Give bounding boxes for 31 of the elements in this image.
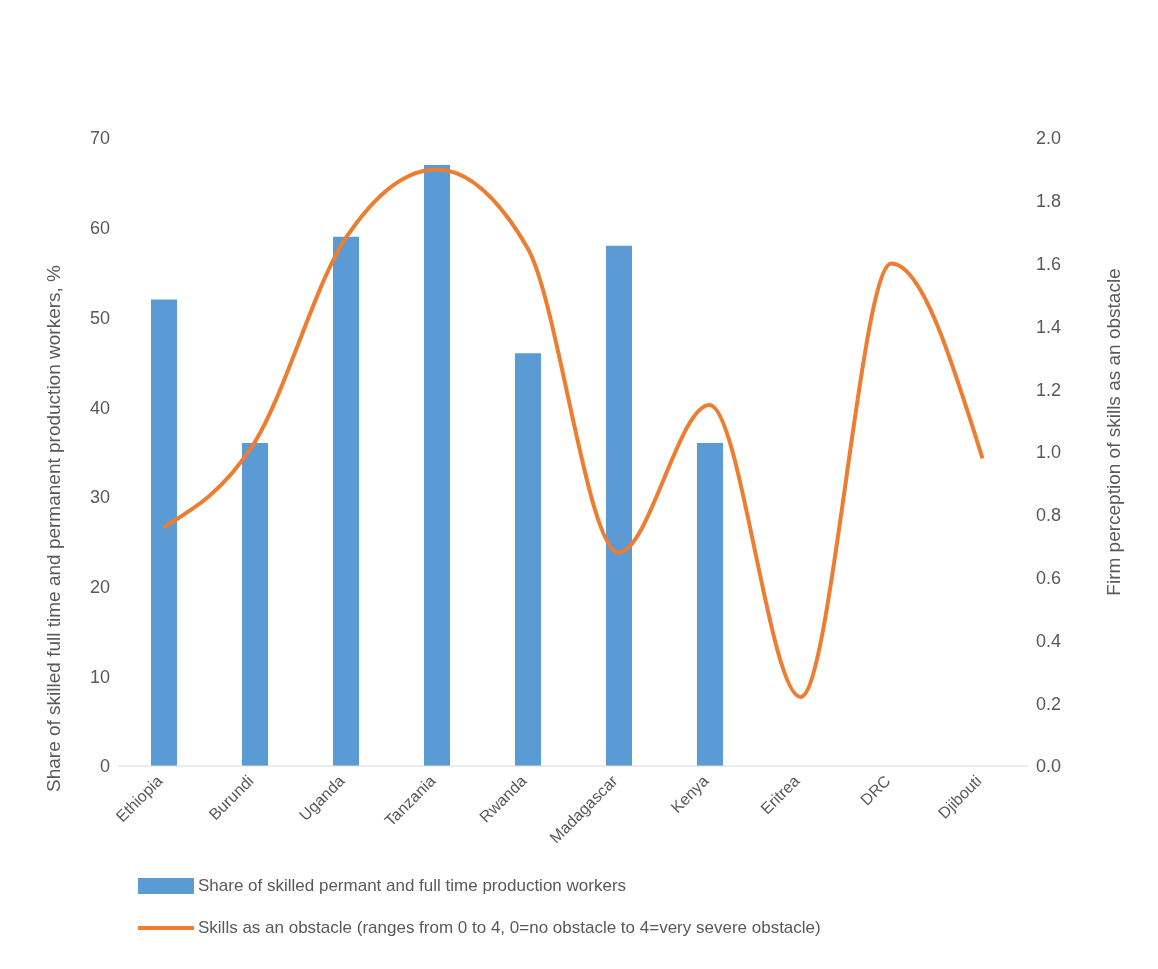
y-tick-label: 20 [89,576,110,597]
y2-tick-label: 0.4 [1036,630,1062,651]
y-axis-title: Share of skilled full time and permanent production workers, % [42,264,64,792]
bar [424,164,450,766]
y-tick-label: 40 [89,397,110,418]
y2-tick-label: 0.0 [1036,756,1062,777]
y-tick-label: 0 [99,756,110,777]
y2-tick-label: 1.2 [1036,379,1062,400]
bar [606,245,632,766]
bar [151,299,177,766]
bar [333,236,359,766]
y2-tick-label: 0.6 [1036,567,1062,588]
y2-tick-label: 1.0 [1036,442,1062,463]
y2-tick-label: 1.6 [1036,253,1062,274]
line-series [161,167,985,699]
y-tick-label: 10 [89,666,110,687]
bar [242,443,268,766]
legend-label: Skills as an obstacle (ranges from 0 to 4, 0=no obstacle to 4=very severe obstacle) [198,918,821,938]
y2-axis-title: Firm perception of skills as an obstacle [1102,268,1124,596]
y2-tick-label: 0.2 [1036,693,1062,714]
y2-tick-label: 0.8 [1036,505,1062,526]
y-tick-label: 60 [89,218,110,239]
bar [515,353,541,766]
legend-label: Share of skilled permant and full time production workers [198,876,627,896]
y-tick-label: 50 [89,307,110,328]
y2-tick-label: 1.4 [1036,316,1062,337]
y2-tick-label: 1.8 [1036,191,1062,212]
bar [697,443,723,766]
y-tick-label: 70 [89,128,110,149]
y-tick-label: 30 [89,487,110,508]
y2-tick-label: 2.0 [1036,128,1062,149]
